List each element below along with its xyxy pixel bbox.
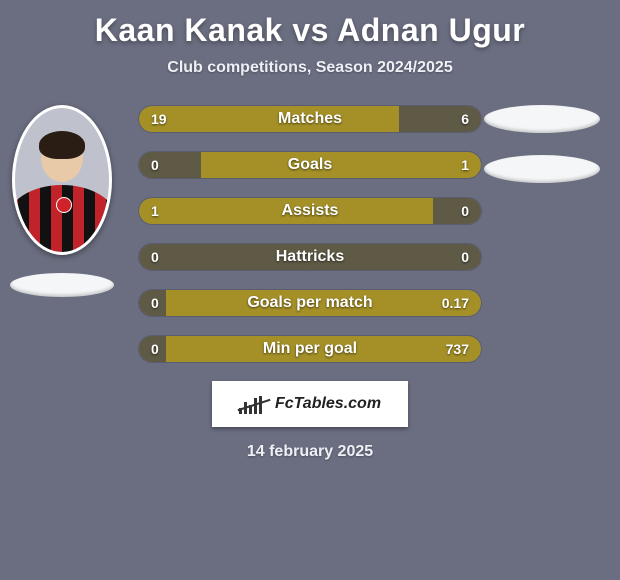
player-right-name-pill-1: [484, 105, 600, 133]
stat-bar-right: [166, 336, 481, 362]
player-right-name-pill-2: [484, 155, 600, 183]
stat-bar-row: 01Goals: [138, 151, 482, 179]
stat-value-left: 0: [151, 157, 159, 173]
stat-bars: 196Matches01Goals10Assists00Hattricks00.…: [138, 105, 482, 363]
stat-bar-row: 0737Min per goal: [138, 335, 482, 363]
player-left-column: [10, 105, 114, 297]
stat-value-left: 0: [151, 295, 159, 311]
footer-logo-text: FcTables.com: [275, 395, 381, 413]
page-title: Kaan Kanak vs Adnan Ugur: [0, 0, 620, 49]
stat-bar-left: [139, 244, 310, 270]
stat-value-left: 19: [151, 111, 167, 127]
footer-logo: FcTables.com: [212, 381, 408, 427]
stat-bar-row: 10Assists: [138, 197, 482, 225]
subtitle: Club competitions, Season 2024/2025: [0, 59, 620, 77]
stat-bar-right: [310, 244, 481, 270]
stat-value-right: 737: [446, 341, 469, 357]
stat-value-right: 1: [461, 157, 469, 173]
stat-value-right: 0: [461, 249, 469, 265]
player-right-column: [484, 105, 600, 183]
stat-bar-right: [166, 290, 481, 316]
stat-value-left: 0: [151, 249, 159, 265]
player-left-avatar: [12, 105, 112, 255]
stat-value-left: 1: [151, 203, 159, 219]
chart-icon: [239, 394, 267, 414]
stat-value-left: 0: [151, 341, 159, 357]
date-label: 14 february 2025: [0, 443, 620, 461]
stat-value-right: 6: [461, 111, 469, 127]
stat-bar-left: [139, 198, 433, 224]
player-left-name-pill: [10, 273, 114, 297]
comparison-stage: 196Matches01Goals10Assists00Hattricks00.…: [0, 105, 620, 363]
stat-value-right: 0.17: [442, 295, 469, 311]
stat-bar-right: [201, 152, 481, 178]
stat-bar-row: 196Matches: [138, 105, 482, 133]
stat-bar-row: 00Hattricks: [138, 243, 482, 271]
stat-bar-left: [139, 106, 399, 132]
stat-value-right: 0: [461, 203, 469, 219]
stat-bar-row: 00.17Goals per match: [138, 289, 482, 317]
stat-bar-left: [139, 152, 201, 178]
stat-bar-right: [433, 198, 481, 224]
